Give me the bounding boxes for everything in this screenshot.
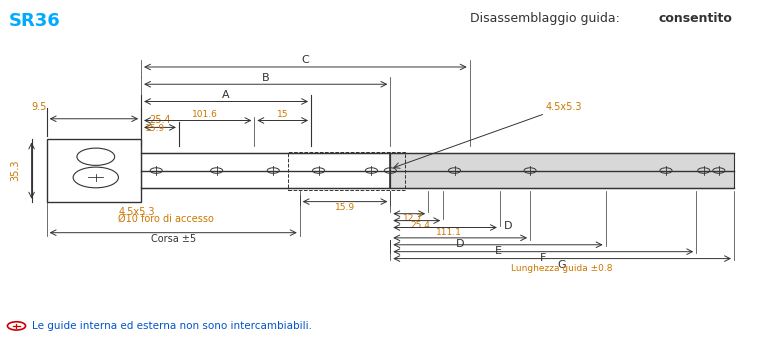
- Text: 25.4: 25.4: [411, 221, 431, 230]
- Text: G: G: [558, 260, 566, 270]
- Text: B: B: [262, 72, 270, 82]
- Text: consentito: consentito: [659, 12, 732, 25]
- Text: 25.4: 25.4: [149, 115, 171, 125]
- Text: 15.9: 15.9: [335, 203, 355, 212]
- Text: F: F: [540, 253, 547, 263]
- Text: 15: 15: [277, 110, 289, 119]
- Text: Ø10 foro di accesso: Ø10 foro di accesso: [118, 214, 215, 224]
- Circle shape: [77, 148, 114, 165]
- Text: Le guide interna ed esterna non sono intercambiabili.: Le guide interna ed esterna non sono int…: [32, 321, 312, 331]
- Text: 101.6: 101.6: [193, 110, 218, 119]
- Text: 4.5x5.3: 4.5x5.3: [118, 207, 155, 217]
- Text: D: D: [503, 221, 512, 231]
- Bar: [141, 153, 390, 188]
- Bar: [390, 153, 734, 188]
- Text: E: E: [494, 246, 502, 256]
- Text: 4.5x5.3: 4.5x5.3: [545, 102, 581, 112]
- Text: 15.9: 15.9: [145, 124, 165, 133]
- Text: Disassemblaggio guida:: Disassemblaggio guida:: [470, 12, 624, 25]
- Text: A: A: [222, 90, 230, 100]
- Circle shape: [73, 167, 118, 188]
- Text: 12.7: 12.7: [403, 214, 423, 223]
- Text: D: D: [456, 239, 465, 249]
- Text: 9.5: 9.5: [32, 102, 47, 112]
- Text: Lunghezza guida ±0.8: Lunghezza guida ±0.8: [512, 264, 613, 273]
- Text: 111.1: 111.1: [436, 228, 462, 237]
- Bar: [288, 152, 406, 190]
- Text: C: C: [302, 55, 309, 65]
- Text: Corsa ±5: Corsa ±5: [151, 235, 196, 244]
- Text: 35.3: 35.3: [11, 160, 20, 181]
- Text: SR36: SR36: [9, 12, 61, 30]
- Bar: [47, 140, 141, 201]
